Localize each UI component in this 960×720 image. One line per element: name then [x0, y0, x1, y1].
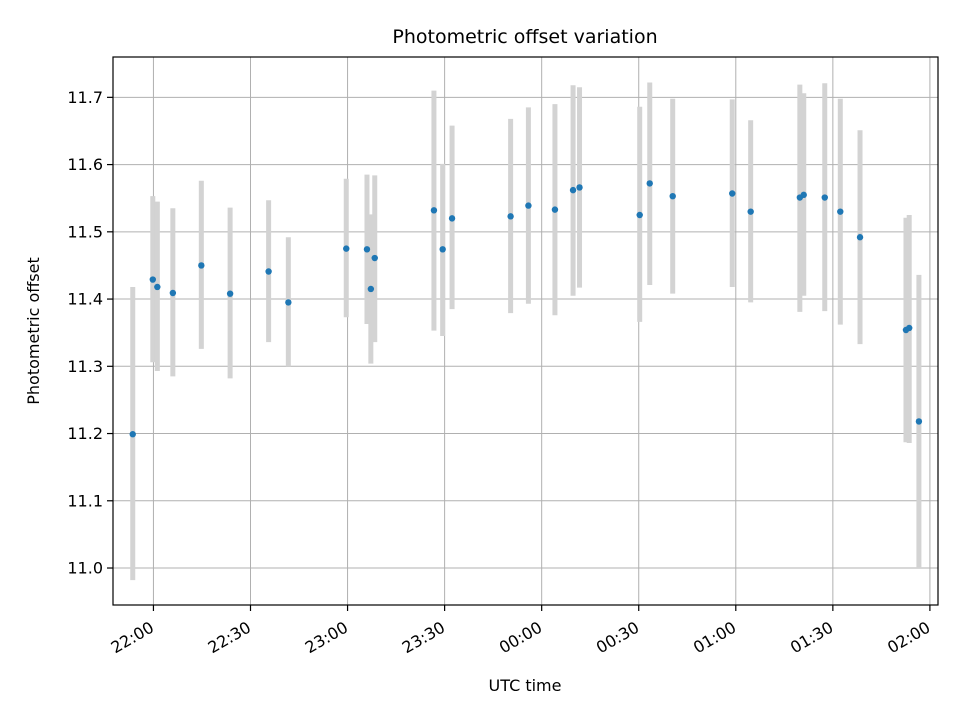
data-point	[363, 246, 371, 253]
data-point	[448, 215, 456, 222]
data-point	[525, 202, 532, 209]
data-point	[821, 194, 828, 201]
data-point	[507, 213, 514, 220]
y-tick-label: 11.1	[67, 491, 103, 510]
y-axis-ticks: 11.0 11.1 11.2 11.3 11.4 11.5 11.6 11.7	[67, 88, 113, 578]
data-point	[198, 262, 205, 269]
data-point	[576, 184, 583, 191]
y-tick-label: 11.6	[67, 155, 103, 174]
data-point	[149, 276, 156, 283]
data-point	[367, 285, 375, 293]
data-point	[646, 180, 653, 187]
data-point	[915, 418, 923, 425]
data-point	[154, 283, 161, 291]
data-point	[439, 246, 446, 253]
data-point	[669, 192, 676, 200]
y-tick-label: 11.0	[67, 559, 103, 578]
data-point	[906, 324, 913, 332]
y-axis-label: Photometric offset	[24, 257, 43, 405]
data-point	[129, 431, 136, 438]
data-point	[569, 186, 577, 194]
y-tick-label: 11.3	[67, 357, 103, 376]
data-point	[747, 208, 754, 215]
y-tick-label: 11.7	[67, 88, 103, 107]
data-point	[729, 190, 736, 197]
chart-title: Photometric offset variation	[392, 26, 657, 48]
data-point	[837, 208, 844, 215]
data-point	[226, 290, 234, 297]
data-point	[430, 207, 438, 214]
point-layer	[129, 180, 923, 438]
data-point	[856, 234, 864, 241]
data-point	[636, 211, 643, 219]
y-tick-label: 11.5	[67, 222, 103, 241]
data-point	[371, 254, 378, 262]
data-point	[169, 289, 177, 297]
y-tick-label: 11.2	[67, 424, 103, 443]
data-point	[800, 191, 807, 199]
x-axis-label: UTC time	[489, 676, 562, 695]
data-point	[265, 268, 272, 275]
y-tick-label: 11.4	[67, 290, 103, 309]
plot-frame	[112, 56, 939, 606]
data-point	[551, 206, 559, 213]
data-point	[285, 299, 292, 306]
data-point	[343, 245, 350, 252]
